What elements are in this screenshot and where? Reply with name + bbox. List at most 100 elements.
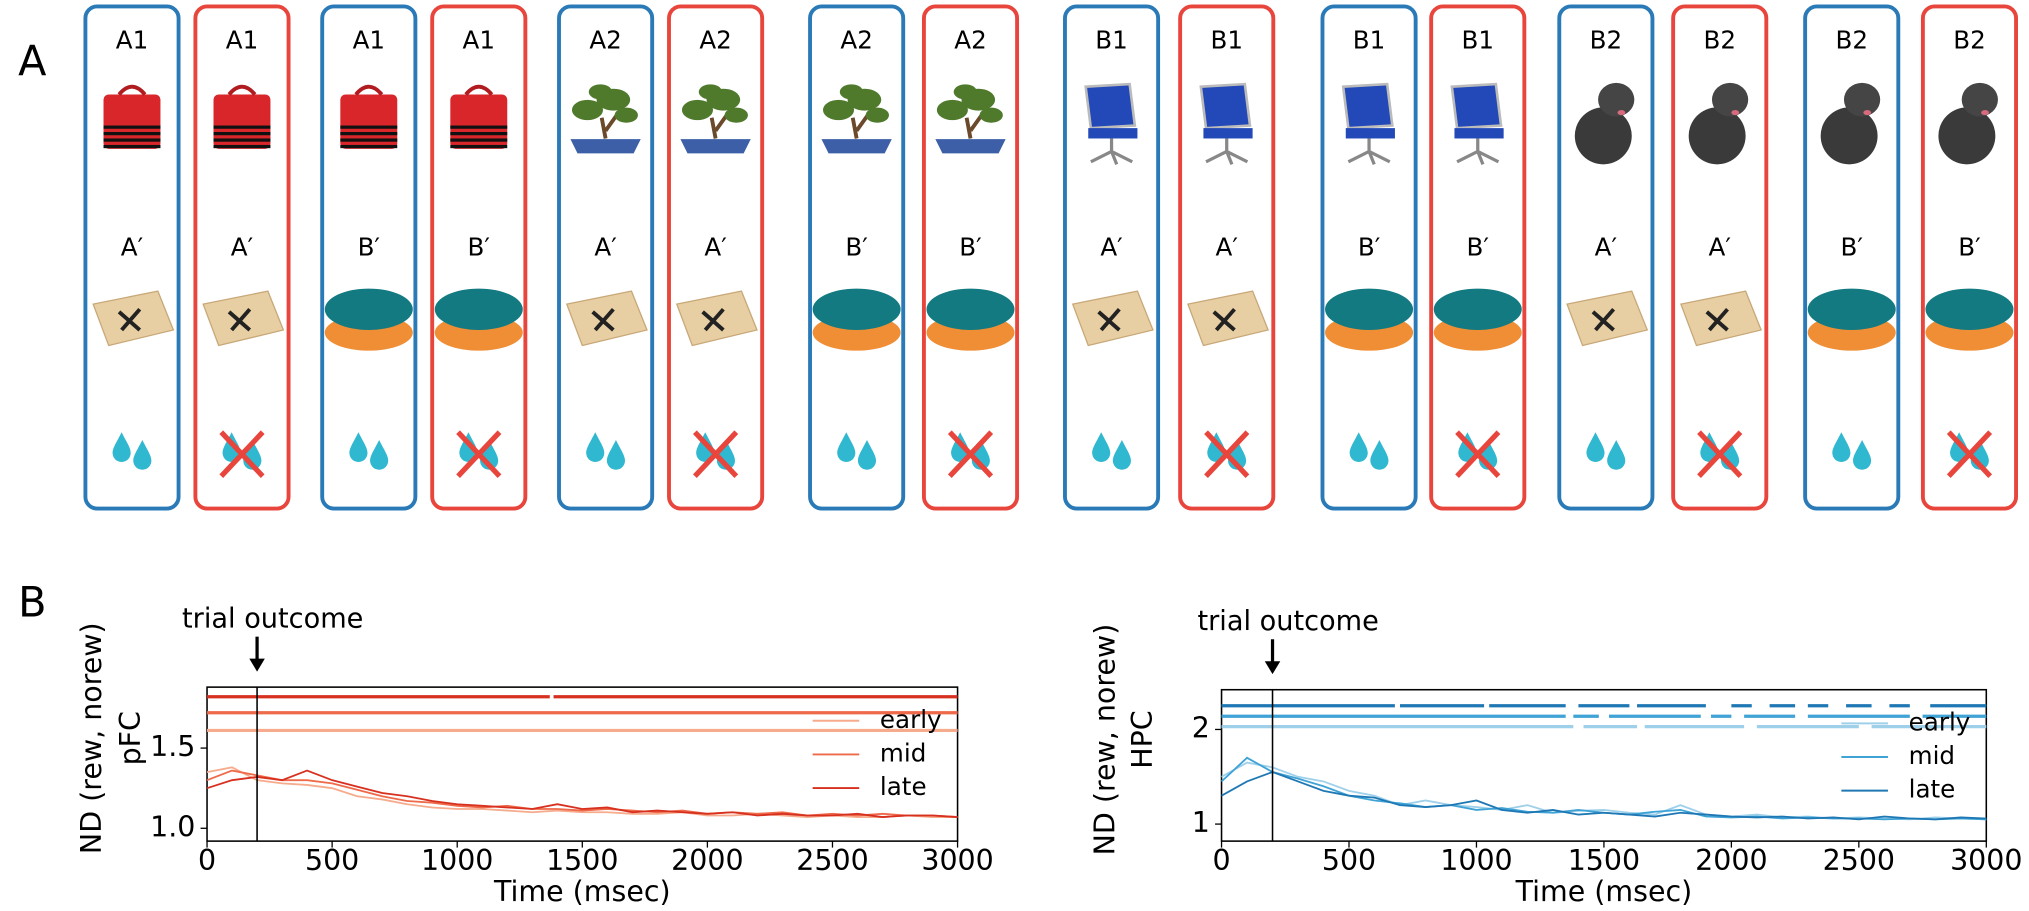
accordion-handle xyxy=(117,84,147,96)
legend-label: early xyxy=(1909,707,1971,736)
drop xyxy=(349,432,368,462)
reward-drops xyxy=(1349,432,1389,470)
cue-label: A′ xyxy=(1595,232,1617,261)
drop xyxy=(112,432,131,462)
reward-drops xyxy=(1946,430,1993,478)
foliage xyxy=(588,84,613,100)
cue-image xyxy=(675,290,758,347)
drop xyxy=(837,432,856,462)
stimulus-image xyxy=(1199,82,1253,165)
foliage xyxy=(979,107,1003,123)
stimulus-image xyxy=(1450,82,1504,165)
accordion-fold xyxy=(450,138,508,142)
chair-back xyxy=(1199,82,1252,130)
accordion-fold xyxy=(103,125,161,129)
cue-label: B′ xyxy=(1358,232,1380,261)
x-tick-label: 3000 xyxy=(1950,844,2022,877)
tile-mark xyxy=(1097,307,1121,332)
foliage xyxy=(571,99,604,121)
data-line xyxy=(1221,761,1987,821)
trial-card xyxy=(1920,4,2019,511)
x-tick-label: 500 xyxy=(305,844,359,877)
drop xyxy=(1832,432,1851,462)
stimulus-label: B1 xyxy=(1462,25,1495,54)
drop xyxy=(133,439,152,470)
stimulus-label: A1 xyxy=(116,25,148,54)
drop xyxy=(370,439,389,470)
reward-drops xyxy=(219,430,265,478)
cue-image xyxy=(926,288,1015,351)
drop xyxy=(951,432,970,462)
yoyo-top xyxy=(1325,288,1414,330)
drop xyxy=(1349,432,1368,462)
chair-legs xyxy=(1347,138,1391,165)
tile-mark xyxy=(1591,307,1616,332)
no-reward-cross xyxy=(692,430,739,478)
cue-label: B′ xyxy=(845,232,867,261)
stimulus-label: B2 xyxy=(1835,25,1868,54)
accordion-fold xyxy=(450,144,508,149)
x-tick-label: 2000 xyxy=(671,844,743,877)
stimulus-label: B2 xyxy=(1590,25,1623,54)
cue-label: B′ xyxy=(959,232,981,261)
no-reward-cross xyxy=(947,430,994,478)
accordion-fold xyxy=(340,138,398,142)
foliage xyxy=(953,84,977,100)
stimulus-image xyxy=(103,84,161,149)
y-tick-label: 1 xyxy=(1192,806,1210,839)
accordion-fold xyxy=(450,125,508,129)
stimulus-label: B1 xyxy=(1353,25,1386,54)
yoyo-top xyxy=(434,288,523,330)
drop xyxy=(1458,432,1477,462)
x-tick-label: 3000 xyxy=(921,844,993,877)
trial-card xyxy=(430,4,528,511)
x-tick-label: 500 xyxy=(1322,844,1376,877)
reward-drops xyxy=(1586,432,1626,470)
reward-drops xyxy=(112,432,152,470)
stimulus-image xyxy=(819,84,894,155)
annotation-text: trial outcome xyxy=(182,603,363,634)
drop xyxy=(459,432,478,462)
foliage xyxy=(839,84,864,100)
dog-tongue xyxy=(1863,110,1872,116)
cue-image xyxy=(812,288,901,351)
y-tick-label: 2 xyxy=(1192,711,1210,744)
x-tick-label: 1000 xyxy=(1440,844,1512,877)
drop xyxy=(222,432,241,462)
x-tick-label: 0 xyxy=(198,844,216,877)
no-reward-cross xyxy=(1204,430,1250,478)
foliage xyxy=(865,107,889,123)
stimulus-image xyxy=(1341,82,1395,165)
x-tick-label: 0 xyxy=(1212,844,1230,877)
tile-mark xyxy=(591,307,615,332)
accordion-fold xyxy=(103,138,161,142)
cue-label: A′ xyxy=(594,232,616,261)
stimulus-label: B1 xyxy=(1210,25,1243,54)
dog-head xyxy=(1711,82,1749,117)
cue-label: A′ xyxy=(1100,232,1122,261)
stimulus-image xyxy=(1688,82,1749,165)
trial-card xyxy=(1803,4,1901,511)
yoyo-top xyxy=(926,288,1015,330)
accordion-fold xyxy=(103,131,161,136)
trial-card xyxy=(1557,4,1655,511)
cue-image xyxy=(1925,288,2014,351)
x-axis-label: Time (msec) xyxy=(493,875,671,908)
trial-card xyxy=(1178,4,1276,511)
stimulus-image xyxy=(1574,82,1635,165)
chair-legs xyxy=(1090,138,1133,165)
reward-drops xyxy=(349,432,389,470)
dog-body xyxy=(1820,107,1878,165)
yoyo-top xyxy=(1433,288,1522,330)
stimulus-image xyxy=(568,84,643,155)
tile-mark xyxy=(227,307,252,332)
stimulus-label: A2 xyxy=(699,25,731,54)
chair-seat xyxy=(1088,128,1138,139)
y-axis-label: ND (rew, norew) xyxy=(75,622,108,854)
stimulus-image xyxy=(678,84,753,155)
stimulus-label: A2 xyxy=(954,25,986,54)
drop xyxy=(696,432,715,462)
foliage xyxy=(681,99,713,121)
